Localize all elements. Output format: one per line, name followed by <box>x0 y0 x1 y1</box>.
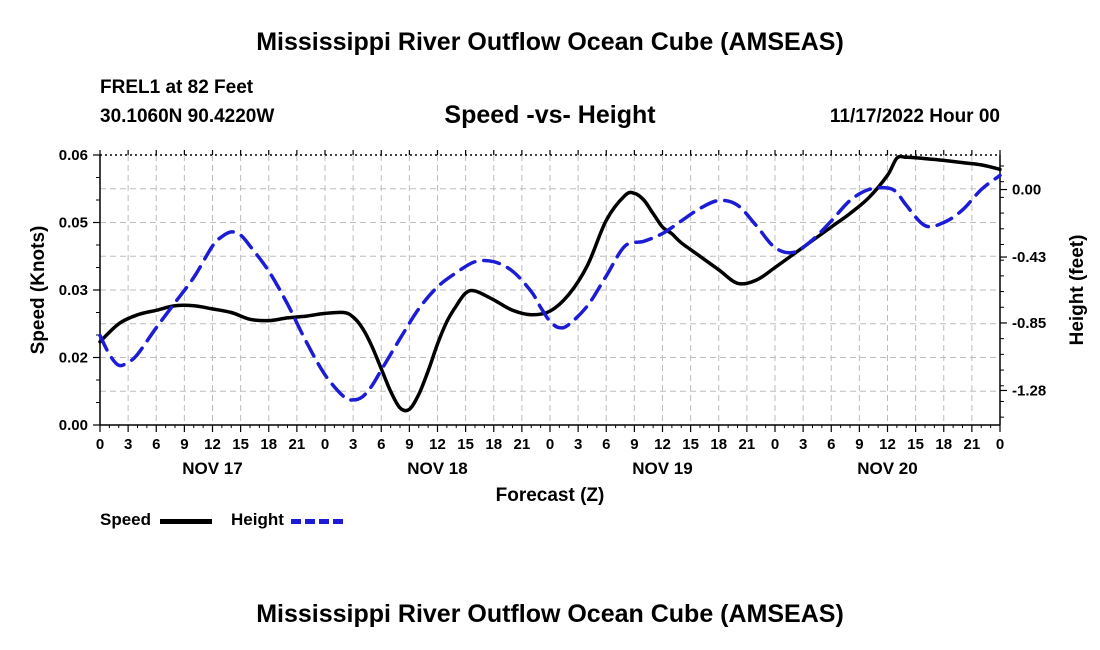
x-tick-label: 0 <box>996 436 1004 453</box>
x-day-label: NOV 18 <box>407 459 467 478</box>
x-tick-label: 12 <box>879 436 896 453</box>
x-tick-label: 9 <box>405 436 413 453</box>
speed-height-chart: 0 3 6 9 12 15 18 21 0 3 6 9 12 15 18 21 0 3 6 9 12 15 18 21 0 3 6 9… <box>28 147 1088 506</box>
x-tick-label: 21 <box>739 436 756 453</box>
x-tick-label: 3 <box>574 436 582 453</box>
x-tick-label: 0 <box>321 436 329 453</box>
station-name: FREL1 at 82 Feet <box>100 77 254 98</box>
y-axis-label: Speed (Knots) <box>28 226 49 355</box>
legend-height-label: Height <box>231 510 284 529</box>
legend-speed-swatch <box>160 519 212 524</box>
x-tick-label: 21 <box>514 436 531 453</box>
x-tick-label: 9 <box>855 436 863 453</box>
y-tick-label: 0.03 <box>59 282 88 299</box>
x-tick-label: 18 <box>710 436 727 453</box>
x-tick-label: 15 <box>907 436 924 453</box>
legend-height-swatch <box>291 519 343 524</box>
x-day-label: NOV 19 <box>632 459 692 478</box>
x-tick-label: 3 <box>124 436 132 453</box>
y2-tick-label: 0.00 <box>1012 182 1041 199</box>
series-speed-line <box>98 154 1002 413</box>
x-tick-label: 0 <box>771 436 779 453</box>
x-tick-label: 15 <box>232 436 249 453</box>
y-tick-label: 0.06 <box>59 147 88 164</box>
x-tick-label: 15 <box>682 436 699 453</box>
x-tick-label: 6 <box>602 436 610 453</box>
y2-tick-label: -1.28 <box>1012 382 1046 399</box>
x-tick-label: 12 <box>429 436 446 453</box>
x-tick-label: 6 <box>377 436 385 453</box>
x-tick-label: 18 <box>260 436 277 453</box>
station-coords: 30.1060N 90.4220W <box>100 106 275 127</box>
y-tick-label: 0.05 <box>59 215 88 232</box>
series-height-line <box>98 173 1002 402</box>
x-tick-label: 0 <box>96 436 104 453</box>
x-tick-label: 12 <box>204 436 221 453</box>
x-tick-label: 18 <box>935 436 952 453</box>
x-tick-label: 6 <box>827 436 835 453</box>
x-tick-label: 21 <box>289 436 306 453</box>
x-tick-label: 0 <box>546 436 554 453</box>
x-tick-label: 15 <box>457 436 474 453</box>
y2-tick-label: -0.85 <box>1012 315 1046 332</box>
footer-title: Mississippi River Outflow Ocean Cube (AM… <box>256 600 844 628</box>
y-tick-label: 0.02 <box>59 350 88 367</box>
x-tick-label: 18 <box>485 436 502 453</box>
x-day-label: NOV 17 <box>182 459 242 478</box>
chart-title: Mississippi River Outflow Ocean Cube (AM… <box>256 28 844 56</box>
x-day-label: NOV 20 <box>857 459 917 478</box>
x-tick-label: 21 <box>964 436 981 453</box>
legend-speed-label: Speed <box>100 510 152 529</box>
x-tick-label: 12 <box>654 436 671 453</box>
x-tick-label: 9 <box>180 436 188 453</box>
x-tick-label: 6 <box>152 436 160 453</box>
y-tick-label: 0.00 <box>59 417 88 434</box>
x-tick-label: 3 <box>349 436 357 453</box>
x-tick-label: 3 <box>799 436 807 453</box>
forecast-datetime: 11/17/2022 Hour 00 <box>829 106 1000 127</box>
x-tick-label: 9 <box>630 436 638 453</box>
x-axis-label: Forecast (Z) <box>496 485 605 506</box>
chart-subtitle: Speed -vs- Height <box>444 101 656 129</box>
y2-axis-label: Height (feet) <box>1067 235 1088 346</box>
y2-tick-label: -0.43 <box>1012 249 1046 266</box>
